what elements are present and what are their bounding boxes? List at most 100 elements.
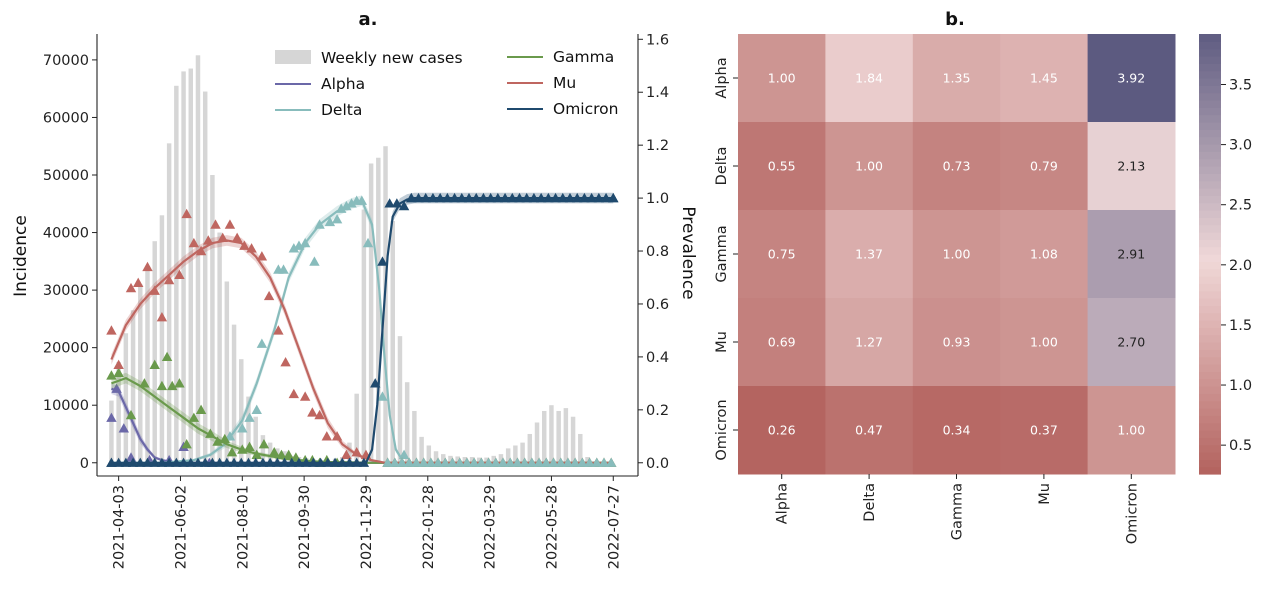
- observed-point: [231, 232, 243, 242]
- observed-point: [309, 256, 320, 266]
- observed-point: [447, 457, 458, 467]
- observed-point: [174, 269, 185, 280]
- bar: [426, 445, 432, 463]
- bar: [166, 143, 172, 463]
- cell-value: 1.45: [1030, 71, 1058, 86]
- observed-point: [257, 457, 269, 467]
- colorbar-segment: [1199, 92, 1221, 101]
- observed-point: [497, 457, 509, 467]
- bar: [455, 456, 460, 463]
- observed-point: [308, 457, 319, 467]
- observed-point: [263, 290, 275, 301]
- cell-value: 1.35: [943, 71, 971, 86]
- colorbar-segment: [1199, 283, 1221, 292]
- bar: [347, 442, 352, 463]
- y2-tick-label: 0.2: [646, 403, 669, 419]
- colorbar-tick-label: 2.0: [1229, 258, 1252, 274]
- colorbar-segment: [1199, 261, 1221, 270]
- bar: [534, 422, 540, 463]
- heatmap-cell: [738, 298, 826, 387]
- observed-point: [195, 245, 207, 256]
- observed-point: [250, 457, 261, 467]
- observed-point: [351, 446, 362, 457]
- cell-value: 1.08: [1030, 247, 1058, 262]
- legend-label: Weekly new cases: [321, 49, 463, 67]
- panel-a-axes: 0 10000 20000 30000 40000 50000 60000 70000 0.0 0…: [43, 32, 669, 569]
- bar: [202, 91, 208, 463]
- colorbar-segment: [1199, 210, 1221, 218]
- cell-value: 0.79: [1030, 159, 1058, 174]
- observed-point: [228, 457, 240, 467]
- observed-point: [425, 457, 437, 467]
- bar: [130, 310, 136, 463]
- bar: [404, 382, 410, 463]
- observed-point: [244, 441, 255, 452]
- observed-point: [163, 457, 175, 467]
- observed-point: [244, 412, 255, 422]
- observed-point: [161, 351, 173, 362]
- bar: [267, 442, 273, 463]
- x-tick-label: 2022-07-27: [606, 485, 622, 569]
- row-label: Alpha: [714, 57, 730, 98]
- observed-point: [337, 457, 348, 467]
- legend: Weekly new cases Alpha Delta Gamma Mu Omicron: [275, 48, 618, 119]
- observed-point: [192, 457, 204, 467]
- bar: [433, 451, 439, 463]
- observed-point: [219, 433, 230, 444]
- observed-point: [106, 457, 117, 467]
- observed-point: [584, 457, 595, 467]
- observed-point: [264, 457, 276, 467]
- colorbar-segment: [1199, 41, 1221, 50]
- observed-point: [200, 457, 211, 467]
- bar: [224, 281, 230, 463]
- colorbar-segment: [1199, 444, 1221, 453]
- heatmap-cell: [912, 210, 1001, 299]
- row-label: Mu: [714, 331, 730, 353]
- col-label: Omicron: [1124, 483, 1140, 544]
- observed-point: [391, 198, 403, 208]
- colorbar-segment: [1199, 371, 1221, 380]
- cell-value: 0.55: [768, 159, 796, 174]
- heatmap-cell: [825, 34, 914, 123]
- colorbar-segment: [1199, 290, 1221, 299]
- heatmap-axes: Alpha Delta Gamma Mu Omicron Alpha Delta Gamma M…: [714, 57, 1140, 544]
- y-tick-label: 30000: [43, 283, 89, 299]
- colorbar-segment: [1199, 400, 1221, 409]
- y-tick-label: 50000: [43, 168, 89, 184]
- colorbar-segment: [1199, 452, 1221, 460]
- bar: [491, 455, 496, 463]
- x-tick-label: 2021-08-01: [235, 485, 251, 569]
- cell-value: 0.34: [943, 423, 971, 438]
- observed-point: [163, 274, 175, 285]
- colorbar-segment: [1199, 430, 1221, 438]
- observed-point: [478, 192, 489, 203]
- observed-point: [125, 409, 137, 420]
- bar: [246, 396, 251, 463]
- y2-tick-label: 0.0: [646, 456, 669, 472]
- observed-point: [505, 457, 516, 467]
- colorbar-tick-label: 3.0: [1229, 138, 1252, 154]
- observed-point: [521, 192, 532, 203]
- observed-point: [210, 219, 221, 229]
- panel-b-title: b.: [945, 9, 965, 30]
- observed-point: [329, 457, 341, 467]
- cell-value: 0.37: [1030, 423, 1058, 438]
- cell-value: 1.00: [1117, 423, 1145, 438]
- bar: [505, 448, 511, 463]
- cell-value: 0.26: [768, 423, 796, 438]
- observed-point: [237, 423, 248, 433]
- bar: [361, 209, 367, 463]
- heatmap-cells: 1.00 1.84 1.35 1.45 3.92 0.55 1.00 0.73 0.79 2.13…: [738, 34, 1176, 475]
- heatmap-cell: [1087, 122, 1176, 211]
- colorbar-segment: [1199, 239, 1221, 248]
- observed-point: [468, 457, 480, 467]
- observed-point: [125, 282, 137, 293]
- observed-point: [273, 325, 284, 335]
- colorbar-segment: [1199, 312, 1221, 321]
- y2-tick-label: 0.4: [646, 350, 669, 366]
- bar: [188, 68, 194, 463]
- observed-point: [485, 192, 496, 203]
- colorbar-segment: [1199, 114, 1221, 123]
- observed-point: [224, 431, 236, 441]
- observed-point: [314, 219, 325, 229]
